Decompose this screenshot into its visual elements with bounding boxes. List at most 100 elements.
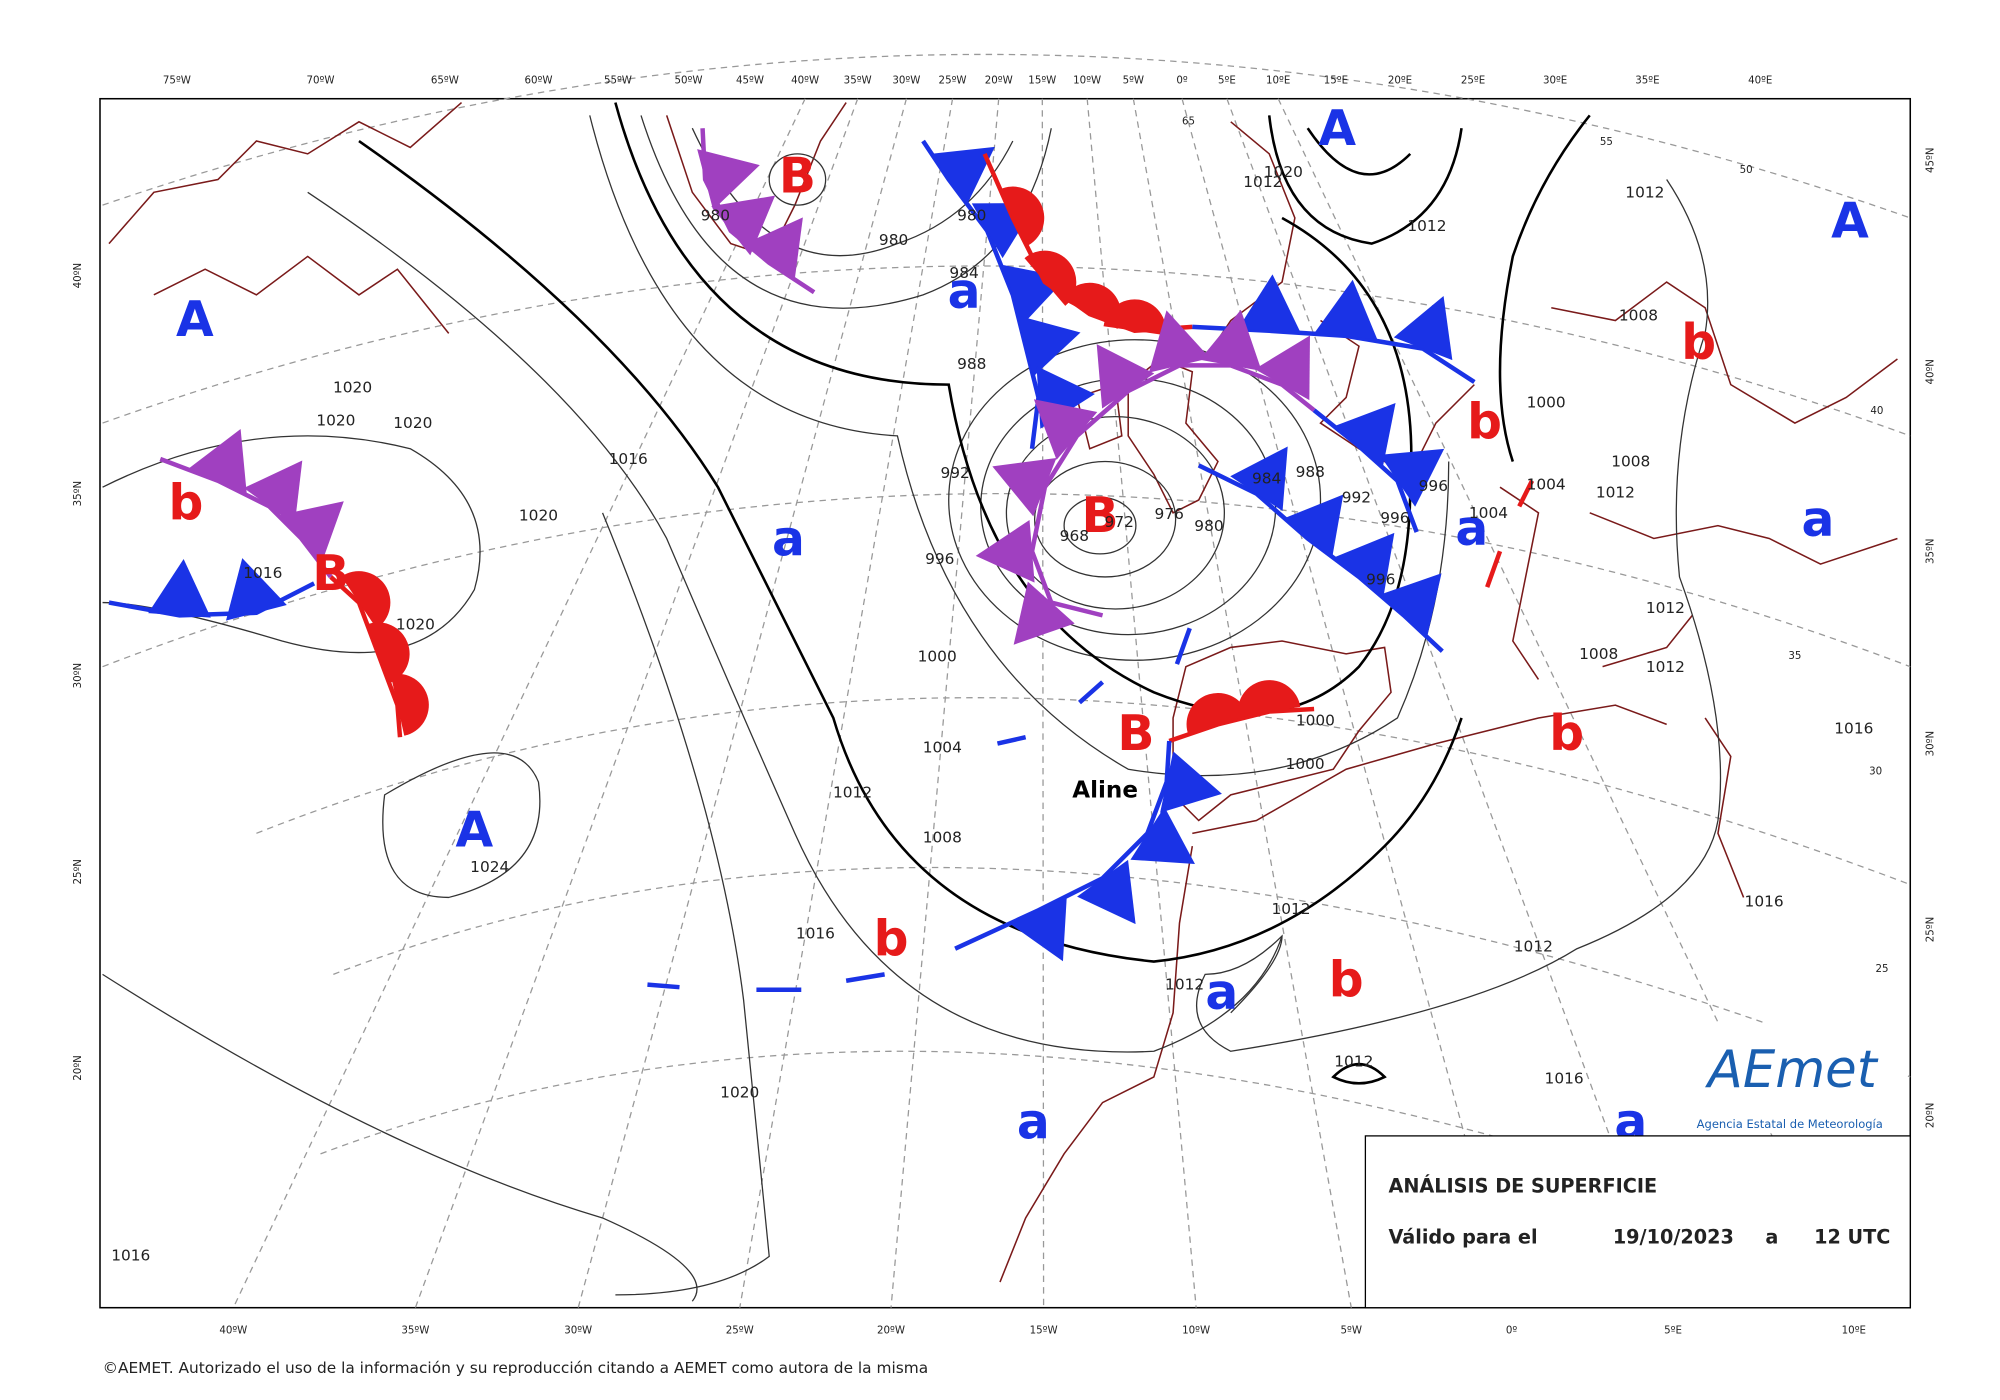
isobar-label: 1016 <box>1545 1069 1584 1087</box>
isobar-label: 1020 <box>1264 163 1303 181</box>
meridian <box>739 98 954 1308</box>
bottom-lon-label: 10ºE <box>1842 1324 1866 1336</box>
isobar-label: 1000 <box>1296 712 1335 730</box>
top-lon-label: 15ºE <box>1324 74 1348 86</box>
top-lon-label: 5ºW <box>1123 74 1145 86</box>
pressure-center: B <box>779 148 816 204</box>
bottom-lon-label: 10ºW <box>1182 1324 1210 1336</box>
meridian <box>577 98 908 1308</box>
isobar-label: 1012 <box>833 783 872 801</box>
isobar-label: 1008 <box>1579 645 1618 663</box>
bottom-lon-label: 30ºW <box>564 1324 592 1336</box>
isobar-label: 1024 <box>470 858 509 876</box>
left-lat-label: 20ºN <box>72 1055 84 1081</box>
isobar-label: 1016 <box>796 924 835 942</box>
isobar-label: 1020 <box>333 378 372 396</box>
right-lat-label: 30ºN <box>1924 731 1936 757</box>
top-lon-label: 10ºE <box>1266 74 1290 86</box>
bottom-lon-label: 5ºW <box>1341 1324 1363 1336</box>
isobar-label: 1016 <box>1745 892 1784 910</box>
pressure-center: A <box>1831 193 1869 249</box>
bottom-lon-label: 25ºW <box>726 1324 754 1336</box>
bottom-lon-label: 20ºW <box>877 1324 905 1336</box>
pressure-center: B <box>312 546 349 602</box>
top-lon-label: 70ºW <box>307 74 335 86</box>
top-lon-label: 40ºE <box>1748 74 1772 86</box>
top-lon-label: 20ºW <box>985 74 1013 86</box>
isobar-label: 980 <box>1194 517 1223 535</box>
logo: AEmet Agencia Estatal de Meteorología <box>1676 1023 1906 1134</box>
left-lat-label: 35ºN <box>72 481 84 507</box>
left-lat-label: 40ºN <box>72 263 84 289</box>
pressure-center: b <box>1681 315 1716 371</box>
isobar-label: 996 <box>1419 477 1448 495</box>
top-lon-label: 65ºW <box>431 74 459 86</box>
top-lon-label: 15ºW <box>1028 74 1056 86</box>
right-lat-label: 40ºN <box>1924 359 1936 385</box>
isobar-label: 1012 <box>1271 900 1310 918</box>
isobar-label: 988 <box>1296 463 1325 481</box>
isobar-label: 1000 <box>1286 755 1325 773</box>
left-lat-label: 25ºN <box>72 859 84 885</box>
isobar-label: 1012 <box>1646 658 1685 676</box>
storm-name: Aline <box>1072 777 1138 803</box>
isobar-label: 1008 <box>923 828 962 846</box>
isobar-label: 1012 <box>1334 1053 1373 1071</box>
info-valid-label: Válido para el <box>1388 1226 1537 1249</box>
bottom-lon-label: 5ºE <box>1664 1324 1682 1336</box>
info-title: ANÁLISIS DE SUPERFICIE <box>1388 1174 1657 1197</box>
isobar-label: 1000 <box>918 648 957 666</box>
top-lon-label: 10ºW <box>1073 74 1101 86</box>
isobar-label: 988 <box>957 355 986 373</box>
top-lon-label: 50ºW <box>674 74 702 86</box>
pressure-center: b <box>168 475 203 531</box>
top-lon-label: 20ºE <box>1388 74 1412 86</box>
isobar-label: 992 <box>1342 489 1371 507</box>
isobar-label: 984 <box>1252 469 1281 487</box>
isobar-label: 1008 <box>1611 453 1650 471</box>
pressure-center: A <box>176 292 214 348</box>
isobar-label: 992 <box>940 464 969 482</box>
top-lon-label: 45ºW <box>736 74 764 86</box>
top-lon-label: 60ºW <box>524 74 552 86</box>
bottom-lon-label: 40ºW <box>219 1324 247 1336</box>
grid-degree-label: 35 <box>1788 650 1801 662</box>
top-lon-label: 25ºE <box>1461 74 1485 86</box>
isobar-label: 1004 <box>923 739 962 757</box>
isobar-label: 980 <box>957 207 986 225</box>
isobar-label: 980 <box>879 231 908 249</box>
pressure-center: a <box>1455 501 1488 557</box>
isobar-label: 1012 <box>1625 183 1664 201</box>
isobar-label: 1016 <box>1834 719 1873 737</box>
isobar-label: 1000 <box>1527 394 1566 412</box>
top-lon-label: 35ºW <box>844 74 872 86</box>
meridian <box>1181 98 1513 1308</box>
left-lat-label: 30ºN <box>72 663 84 689</box>
grid-degree-label: 65 <box>1182 115 1195 127</box>
right-lat-label: 25ºN <box>1924 917 1936 943</box>
logo-box <box>1676 1023 1906 1134</box>
logo-name: AEmet <box>1705 1040 1879 1100</box>
pressure-center: B <box>1117 706 1154 762</box>
isobar-label: 976 <box>1155 505 1184 523</box>
isobar-label: 968 <box>1060 527 1089 545</box>
isobar-label: 1004 <box>1469 504 1508 522</box>
isobar-label: 1004 <box>1527 476 1566 494</box>
top-lon-label: 30ºE <box>1543 74 1567 86</box>
pressure-center: A <box>456 802 494 858</box>
isobar-label: 972 <box>1105 513 1134 531</box>
top-lon-label: 35ºE <box>1635 74 1659 86</box>
meridian <box>232 98 806 1308</box>
top-lon-label: 75ºW <box>163 74 191 86</box>
top-lon-label: 40ºW <box>791 74 819 86</box>
pressure-center: a <box>1802 492 1835 548</box>
isobar-label: 996 <box>925 550 954 568</box>
grid-degree-label: 30 <box>1869 765 1882 777</box>
isobar-label: 1020 <box>316 412 355 430</box>
pressure-center: B <box>1081 488 1118 544</box>
info-box-frame <box>1364 1135 1911 1309</box>
top-lon-label: 25ºW <box>939 74 967 86</box>
info-at: a <box>1765 1226 1778 1249</box>
info-date: 19/10/2023 <box>1613 1226 1734 1249</box>
